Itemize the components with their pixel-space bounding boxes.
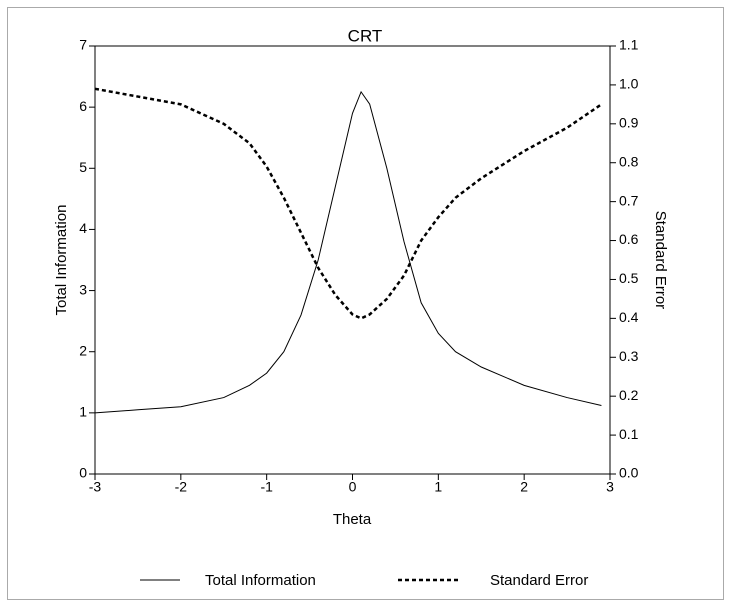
x-tick-label: -3	[89, 479, 102, 495]
y-tick-label: 5	[79, 159, 87, 175]
y2-tick-label: 0.0	[619, 465, 639, 481]
y2-tick-label: 0.3	[619, 348, 639, 364]
series-line	[94, 90, 602, 414]
x-tick-label: 2	[520, 479, 528, 495]
y2-axis-label: Standard Error	[652, 211, 669, 309]
y-tick-label: 7	[79, 37, 87, 53]
y2-tick-label: 0.1	[619, 426, 639, 442]
x-tick-label: -1	[260, 479, 273, 495]
x-tick-label: -2	[175, 479, 188, 495]
y-tick-label: 1	[79, 404, 87, 420]
y-tick-label: 3	[79, 281, 87, 297]
y2-tick-label: 0.9	[619, 115, 639, 131]
x-tick-label: 3	[606, 479, 614, 495]
y2-tick-label: 1.0	[619, 76, 639, 92]
y2-tick-label: 0.4	[619, 309, 639, 325]
series-line	[94, 87, 603, 320]
y2-tick-label: 0.8	[619, 153, 639, 169]
legend-label: Standard Error	[490, 572, 588, 589]
y2-tick-label: 0.2	[619, 387, 639, 403]
y-tick-label: 6	[79, 98, 87, 114]
frame	[7, 7, 724, 600]
chart-title: CRT	[348, 26, 383, 45]
y-tick-label: 0	[79, 465, 87, 481]
x-tick-label: 0	[349, 479, 357, 495]
legend-label: Total Information	[205, 572, 316, 589]
y-axis-label: Total Information	[53, 205, 70, 316]
x-axis-label: Theta	[333, 511, 372, 528]
y-tick-label: 4	[79, 220, 87, 236]
y2-tick-label: 0.7	[619, 192, 639, 208]
y-tick-label: 2	[79, 342, 87, 358]
y2-tick-label: 0.5	[619, 270, 639, 286]
y2-tick-label: 0.6	[619, 231, 639, 247]
plot-area	[94, 45, 611, 475]
x-tick-label: 1	[434, 479, 442, 495]
y2-tick-label: 1.1	[619, 37, 639, 53]
